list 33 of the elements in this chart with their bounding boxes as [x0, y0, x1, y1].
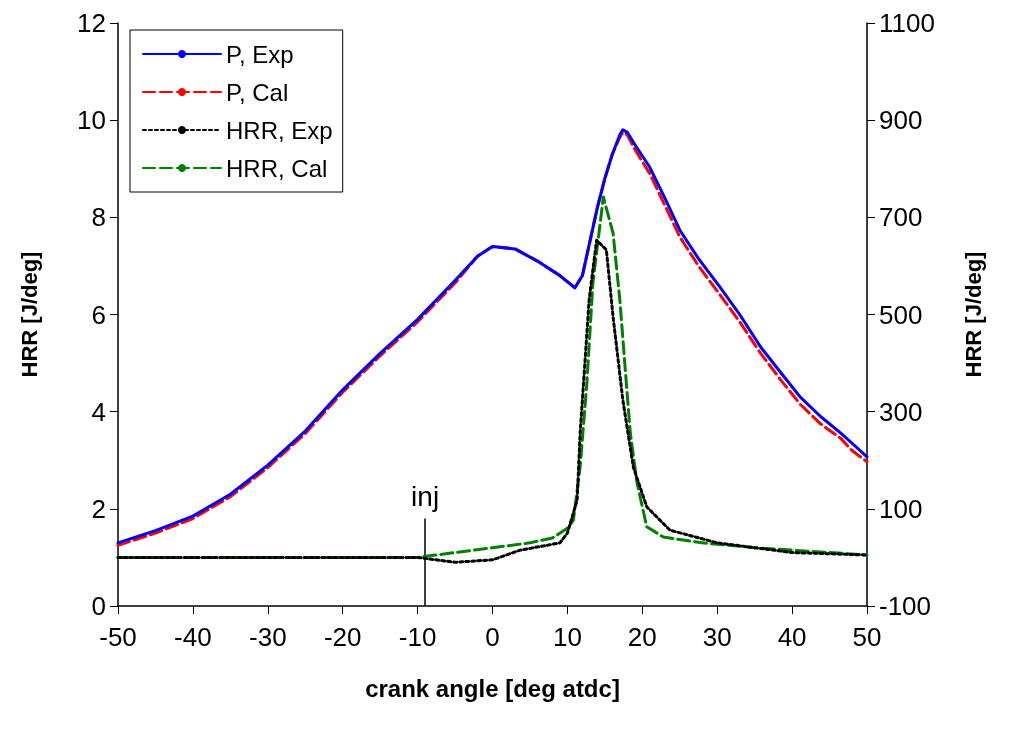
y-tick-label: 0 — [91, 591, 106, 621]
y-tick-label: 6 — [91, 299, 106, 330]
x-tick-label: 50 — [852, 622, 882, 652]
y2-tick-label: 1100 — [879, 8, 935, 38]
y2-tick-label: 100 — [879, 493, 923, 524]
y2-tick-label: 300 — [879, 396, 923, 427]
legend-label: P, Cal — [226, 78, 289, 106]
legend-label: HRR, Cal — [226, 154, 328, 182]
y-axis-title: HRR [J/deg] — [16, 251, 42, 378]
legend-label: HRR, Exp — [226, 116, 333, 144]
y-tick-label: 4 — [91, 396, 106, 427]
x-axis-title: crank angle [deg atdc] — [365, 674, 620, 702]
y2-tick-label: 700 — [879, 202, 923, 233]
y-tick-label: 8 — [91, 202, 106, 233]
x-tick-label: -30 — [249, 622, 287, 652]
x-tick-label: 30 — [702, 622, 732, 652]
x-tick-label: -50 — [99, 622, 137, 652]
y-tick-label: 2 — [91, 493, 106, 524]
legend-label: P, Exp — [226, 40, 294, 68]
y-tick-label: 10 — [77, 105, 106, 136]
y2-tick-label: 500 — [879, 299, 923, 330]
y-tick-label: 12 — [77, 8, 106, 38]
y2-tick-label: 900 — [879, 105, 923, 136]
x-tick-label: 20 — [627, 622, 657, 652]
x-tick-label: 10 — [552, 622, 582, 652]
x-tick-label: 0 — [485, 622, 500, 652]
x-tick-label: -40 — [174, 622, 212, 652]
ref-line-label: inj — [411, 481, 440, 513]
x-tick-label: 40 — [777, 622, 807, 652]
x-tick-label: -20 — [323, 622, 362, 652]
x-tick-label: -10 — [398, 622, 437, 652]
y2-tick-label: -100 — [879, 591, 932, 621]
y2-axis-title: HRR [J/deg] — [960, 251, 986, 378]
